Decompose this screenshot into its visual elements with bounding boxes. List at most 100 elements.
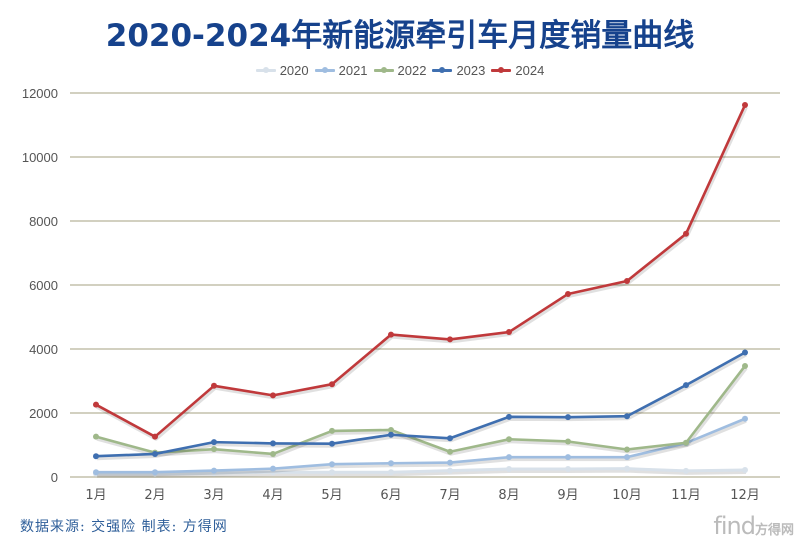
x-tick-label: 9月 [557,488,578,503]
data-point [565,454,571,461]
y-axis-ticks: 0 2000 4000 6000 8000 10000 12000 [22,86,58,485]
data-point [624,413,630,420]
data-point [624,465,630,472]
series-2024 [93,102,748,441]
data-point [93,453,99,460]
data-point [565,414,571,421]
legend-item: 2021 [314,63,368,78]
x-tick-label: 11月 [671,488,701,503]
series-line-shadow [97,468,747,478]
data-point [211,382,217,389]
data-point [388,460,394,467]
x-tick-label: 3月 [203,488,224,503]
legend-item: 2022 [373,63,427,78]
y-tick-label: 6000 [29,278,58,293]
legend-label: 2022 [397,63,427,78]
data-point [742,415,748,422]
data-point [388,469,394,476]
data-point [388,331,394,338]
legend-label: 2021 [338,63,368,78]
data-point [329,440,335,447]
data-point [447,435,453,442]
y-tick-label: 4000 [29,342,58,357]
data-point [93,401,99,408]
data-point [211,439,217,446]
data-point [152,450,158,457]
x-tick-label: 6月 [380,488,401,503]
data-point [270,450,276,457]
x-tick-label: 7月 [439,488,460,503]
x-tick-label: 12月 [730,488,760,503]
data-point [329,427,335,434]
data-point [624,454,630,461]
data-point [152,469,158,476]
series-line [95,104,747,438]
legend-item: 2024 [491,63,544,78]
x-tick-label: 10月 [612,488,642,503]
data-point [624,278,630,284]
chart-legend: 2020 2021 2022 2023 2024 [0,63,800,78]
data-point [270,440,276,447]
data-point [152,433,158,440]
data-point [506,413,512,420]
data-point [270,465,276,472]
legend-swatch-icon [491,67,512,73]
data-point [270,392,276,399]
y-tick-label: 2000 [29,406,58,421]
y-tick-label: 0 [51,470,58,485]
legend-item: 2020 [255,63,309,78]
series-line [96,467,746,476]
data-point [447,336,453,343]
data-point [388,431,394,438]
data-point [683,439,689,446]
data-point [447,459,453,466]
data-point [506,329,512,336]
data-point [683,467,689,474]
data-point [565,438,571,445]
data-point [506,436,512,443]
data-point [742,362,748,369]
data-point [329,381,335,388]
data-point [329,469,335,476]
series-2023 [93,349,748,461]
series-2022 [93,362,748,458]
data-point [683,382,689,389]
watermark-logo: find 方得网 [713,512,794,540]
data-point [211,467,217,474]
data-point [447,467,453,474]
data-point [329,461,335,468]
data-point [742,466,748,473]
gridlines [70,92,780,478]
data-point [742,102,748,108]
data-point [506,454,512,461]
series-line [95,351,746,458]
x-axis-ticks: 1月 2月 3月 4月 5月 6月 7月 8月 9月 10月 11月 12月 [85,488,759,503]
data-point [565,290,571,297]
watermark-text-cn: 方得网 [754,523,794,538]
x-tick-label: 4月 [262,488,283,503]
data-point [447,448,453,455]
x-tick-label: 8月 [498,488,519,503]
data-point [565,466,571,472]
legend-label: 2024 [515,63,545,78]
data-point [388,426,394,433]
data-point [624,446,630,453]
legend-label: 2020 [279,63,309,78]
legend-swatch-icon [373,67,394,73]
legend-swatch-icon [255,67,276,73]
data-point [683,230,689,237]
series-line-shadow [97,418,747,477]
legend-swatch-icon [314,67,335,73]
x-tick-label: 1月 [85,488,106,503]
legend-swatch-icon [432,67,453,73]
series-line-shadow [96,366,748,458]
legend-item: 2023 [432,63,485,78]
legend-label: 2023 [456,63,486,78]
data-point [506,466,512,472]
x-tick-label: 5月 [321,488,342,503]
chart-title: 2020-2024年新能源牵引车月度销量曲线 [105,18,695,54]
data-source-note: 数据来源: 交强险 制表: 方得网 [20,519,228,535]
data-point [93,469,99,476]
x-tick-label: 2月 [144,488,165,503]
